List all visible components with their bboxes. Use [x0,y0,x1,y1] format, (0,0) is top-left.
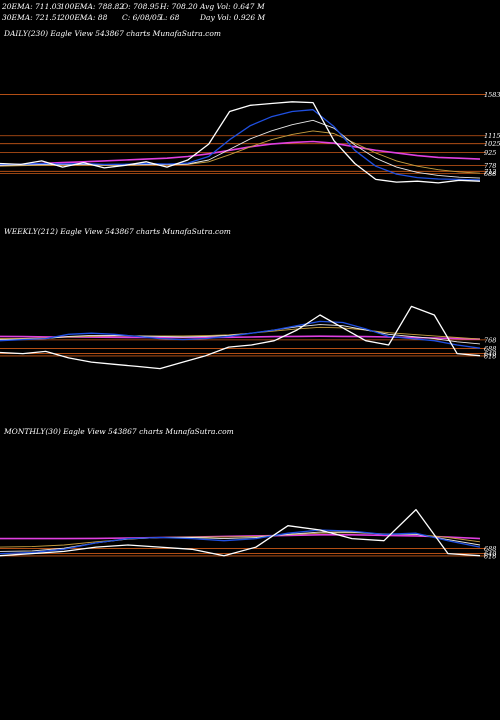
header-row-1: 20EMA: 711.03 100EMA: 788.82 O: 708.95 H… [1,2,265,11]
monthly-ema-short-line [0,529,481,555]
weekly-panel-title: WEEKLY(212) Eagle View 543867 charts Mun… [4,227,231,236]
header-100ema: 100EMA: 788.82 [60,2,124,11]
header-row-2: 30EMA: 721.51 200EMA: 88 C: 6/08/05 L: 6… [2,13,266,22]
header-avg-vol: Avg Vol: 0.647 M [199,2,265,11]
daily-ema-200-line [0,140,481,167]
weekly-ema-short-line [0,320,481,349]
weekly-price-label-2: 640 [484,350,496,358]
daily-price-label-2: 1025 [484,140,500,148]
daily-panel-title: DAILY(230) Eagle View 543867 charts Muna… [3,29,221,38]
daily-price-line [0,101,481,184]
header-200ema: 200EMA: 88 [59,13,108,22]
monthly-price-label-1: 640 [484,550,496,558]
daily-price-label-6: 688 [484,170,496,178]
daily-ema-long-line [0,130,481,174]
daily-price-label-1: 1115 [484,132,500,140]
monthly-price-line [0,508,481,557]
header-close: C: 6/08/05 [122,13,162,22]
header-day-vol: Day Vol: 0.926 M [199,13,266,22]
monthly-price-label-2: 618 [484,552,496,560]
monthly-ema-200-line [0,533,481,540]
weekly-price-label-3: 618 [484,352,496,360]
daily-ema-mid-line [0,119,481,179]
weekly-price-label-1: 688 [484,345,496,353]
header-low: L: 68 [159,13,180,22]
daily-ema-short-line [0,109,481,181]
daily-price-label-3: 925 [484,149,496,157]
monthly-panel-title: MONTHLY(30) Eagle View 543867 charts Mun… [3,427,234,436]
monthly-price-label-0: 688 [484,545,496,553]
header-30ema: 30EMA: 721.51 [2,13,61,22]
weekly-price-label-0: 768 [484,336,496,344]
daily-price-label-4: 778 [484,162,496,170]
weekly-price-line [0,305,481,370]
header-high: H: 708.20 [159,2,198,11]
daily-price-label-5: 712 [484,168,496,176]
header-open: O: 708.95 [122,2,160,11]
daily-price-label-0: 1583 [484,91,500,99]
header-20ema: 20EMA: 711.03 [1,2,61,11]
